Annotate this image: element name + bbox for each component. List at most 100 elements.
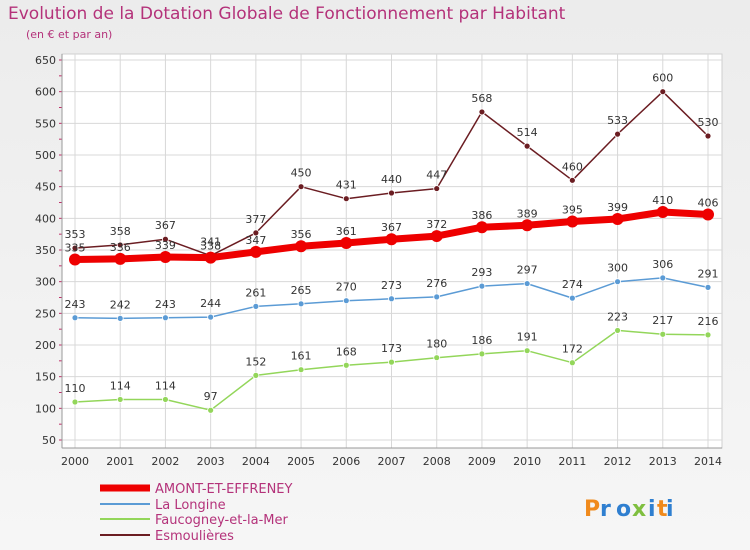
data-label-la-longine: 306 — [652, 258, 673, 271]
data-label-faucogney-et-la-mer: 217 — [652, 314, 673, 327]
data-point-faucogney-et-la-mer — [297, 366, 305, 374]
data-label-la-longine: 291 — [698, 267, 719, 280]
data-label-amont-et-effreney: 410 — [652, 194, 673, 207]
data-label-la-longine: 265 — [291, 284, 312, 297]
data-label-esmouli-res: 460 — [562, 160, 583, 173]
data-point-la-longine — [523, 280, 531, 287]
data-point-esmouli-res — [252, 229, 260, 237]
data-label-la-longine: 293 — [471, 266, 492, 279]
y-tick-label: 400 — [35, 212, 56, 225]
data-label-la-longine: 242 — [110, 298, 131, 311]
data-label-faucogney-et-la-mer: 114 — [110, 379, 131, 392]
data-point-amont-et-effreney — [69, 253, 81, 266]
data-label-faucogney-et-la-mer: 191 — [517, 331, 538, 344]
data-label-amont-et-effreney: 386 — [471, 209, 492, 222]
data-point-amont-et-effreney — [295, 240, 308, 253]
data-point-la-longine — [207, 313, 215, 321]
data-label-esmouli-res: 533 — [607, 114, 628, 127]
data-point-faucogney-et-la-mer — [252, 371, 260, 379]
logo-letter: i — [648, 497, 656, 522]
data-point-faucogney-et-la-mer — [207, 406, 215, 414]
data-point-esmouli-res — [433, 185, 441, 192]
data-point-faucogney-et-la-mer — [116, 396, 124, 403]
x-tick-label: 2005 — [287, 455, 315, 468]
legend-label: Esmoulières — [155, 529, 234, 544]
legend-label: AMONT-ET-EFFRENEY — [155, 482, 293, 497]
legend-label: Faucogney-et-la-Mer — [155, 513, 289, 528]
data-point-faucogney-et-la-mer — [71, 398, 79, 406]
data-label-esmouli-res: 447 — [426, 169, 447, 182]
data-point-esmouli-res — [523, 142, 531, 150]
data-label-la-longine: 261 — [245, 286, 266, 299]
data-label-la-longine: 270 — [336, 281, 357, 294]
data-point-la-longine — [659, 274, 667, 282]
y-tick-label: 600 — [35, 86, 56, 99]
data-label-faucogney-et-la-mer: 186 — [471, 334, 492, 347]
legend-label: La Longine — [155, 498, 226, 513]
data-label-esmouli-res: 600 — [652, 72, 673, 85]
logo-letter: i — [666, 497, 674, 522]
logo-letter: r — [600, 497, 611, 522]
x-tick-label: 2009 — [468, 455, 496, 468]
data-label-amont-et-effreney: 335 — [65, 242, 86, 255]
data-label-amont-et-effreney: 372 — [426, 218, 447, 231]
data-label-amont-et-effreney: 399 — [607, 201, 628, 214]
data-point-esmouli-res — [342, 195, 350, 203]
logo-letter: o — [616, 497, 631, 522]
logo-letter: t — [657, 497, 668, 522]
data-point-la-longine — [614, 278, 621, 286]
data-point-esmouli-res — [162, 235, 169, 243]
data-point-amont-et-effreney — [521, 219, 534, 232]
data-point-amont-et-effreney — [656, 206, 669, 218]
data-point-amont-et-effreney — [566, 215, 579, 228]
data-point-la-longine — [704, 283, 712, 291]
data-label-faucogney-et-la-mer: 114 — [155, 379, 176, 392]
data-label-amont-et-effreney: 338 — [200, 240, 221, 253]
data-label-esmouli-res: 530 — [698, 116, 719, 129]
data-point-esmouli-res — [71, 244, 79, 252]
data-point-amont-et-effreney — [475, 221, 488, 234]
data-label-faucogney-et-la-mer: 97 — [204, 390, 218, 403]
data-point-faucogney-et-la-mer — [659, 330, 667, 338]
data-label-amont-et-effreney: 389 — [517, 207, 538, 220]
data-label-la-longine: 273 — [381, 279, 402, 292]
data-point-faucogney-et-la-mer — [478, 350, 486, 358]
y-tick-label: 350 — [35, 244, 56, 257]
data-label-esmouli-res: 367 — [155, 219, 176, 232]
chart-title: Evolution de la Dotation Globale de Fonc… — [8, 4, 566, 24]
x-tick-label: 2002 — [151, 455, 179, 468]
data-label-amont-et-effreney: 356 — [291, 228, 312, 241]
x-tick-label: 2014 — [694, 455, 722, 468]
data-label-la-longine: 244 — [200, 297, 221, 310]
data-label-faucogney-et-la-mer: 216 — [698, 315, 719, 328]
data-label-faucogney-et-la-mer: 180 — [426, 338, 447, 351]
data-label-esmouli-res: 353 — [65, 228, 86, 241]
data-label-amont-et-effreney: 395 — [562, 204, 583, 217]
y-tick-label: 650 — [35, 54, 56, 67]
chart-subtitle: (en € et par an) — [26, 28, 113, 41]
data-point-faucogney-et-la-mer — [523, 347, 531, 355]
x-tick-label: 2007 — [378, 455, 406, 468]
data-point-faucogney-et-la-mer — [614, 327, 621, 334]
data-point-esmouli-res — [116, 241, 124, 249]
data-label-amont-et-effreney: 347 — [245, 234, 266, 247]
data-label-esmouli-res: 568 — [471, 92, 492, 105]
data-point-la-longine — [568, 294, 576, 302]
data-label-la-longine: 300 — [607, 262, 628, 275]
data-point-amont-et-effreney — [611, 212, 624, 225]
data-label-esmouli-res: 450 — [291, 167, 312, 180]
data-label-esmouli-res: 341 — [200, 236, 221, 249]
data-point-faucogney-et-la-mer — [568, 359, 576, 367]
logo-letter: x — [632, 497, 646, 522]
x-tick-label: 2013 — [649, 455, 677, 468]
data-point-la-longine — [252, 302, 260, 310]
data-point-la-longine — [388, 295, 395, 303]
data-label-faucogney-et-la-mer: 173 — [381, 342, 402, 355]
data-label-la-longine: 243 — [65, 298, 86, 311]
data-point-esmouli-res — [388, 189, 395, 197]
y-tick-label: 150 — [35, 371, 56, 384]
data-label-esmouli-res: 377 — [245, 213, 266, 226]
data-point-amont-et-effreney — [340, 237, 353, 250]
data-point-amont-et-effreney — [385, 233, 398, 246]
